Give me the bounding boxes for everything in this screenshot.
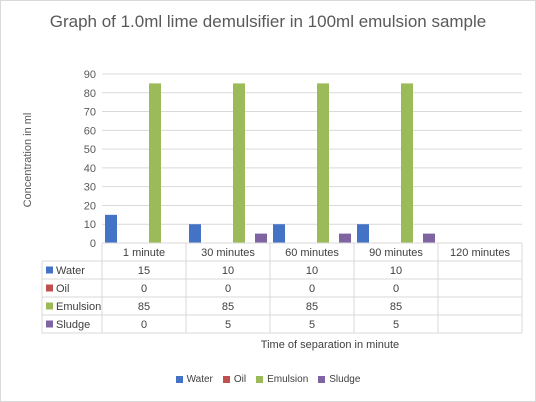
legend: Water Oil Emulsion Sludge [0, 374, 536, 385]
table-value: 5 [225, 319, 231, 331]
category-label: 30 minutes [201, 247, 255, 259]
table-value: 85 [138, 301, 150, 313]
table-value: 5 [309, 319, 315, 331]
category-label: 60 minutes [285, 247, 339, 259]
y-tick-label: 40 [84, 163, 96, 175]
legend-label: Water [186, 374, 213, 385]
chart-title: Graph of 1.0ml lime demulsifier in 100ml… [49, 12, 487, 31]
table-series-name: Sludge [56, 319, 90, 331]
bar-water-4 [357, 224, 369, 243]
table-series-name: Oil [56, 283, 69, 295]
table-series-name: Emulsion [56, 301, 101, 313]
table-value: 0 [309, 283, 315, 295]
legend-label: Emulsion [267, 374, 309, 385]
x-axis-label: Time of separation in minute [260, 339, 400, 351]
table-value: 10 [222, 265, 234, 277]
bar-emulsion-4 [401, 83, 413, 243]
bar-sludge-4 [423, 233, 435, 243]
y-tick-label: 20 [84, 200, 96, 212]
y-tick-label: 80 [84, 88, 96, 100]
legend-label: Sludge [329, 374, 361, 385]
table-value: 85 [222, 301, 234, 313]
bar-emulsion-1 [149, 83, 161, 243]
y-tick-label: 70 [84, 107, 96, 119]
bar-emulsion-3 [317, 83, 329, 243]
bar-water-3 [273, 224, 285, 243]
y-tick-label: 50 [84, 144, 96, 156]
table-value: 10 [390, 265, 402, 277]
table-value: 0 [225, 283, 231, 295]
y-tick-label: 30 [84, 182, 96, 194]
table-value: 0 [141, 319, 147, 331]
y-tick-label: 90 [84, 69, 96, 81]
category-label: 1 minute [123, 247, 165, 259]
bar-emulsion-2 [233, 83, 245, 243]
table-value: 15 [138, 265, 150, 277]
table-series-swatch [46, 302, 53, 310]
legend-label: Oil [233, 374, 247, 385]
table-value: 0 [141, 283, 147, 295]
table-series-swatch [46, 266, 53, 274]
y-tick-label: 10 [84, 219, 96, 231]
bar-sludge-3 [339, 233, 351, 243]
legend-swatch [318, 376, 326, 383]
legend-item: Water [175, 374, 213, 385]
table-series-swatch [46, 320, 53, 328]
y-tick-label: 0 [90, 238, 96, 250]
table-series-swatch [46, 284, 53, 292]
legend-item: Oil [222, 374, 247, 385]
bar-water-2 [189, 224, 201, 243]
legend-swatch [222, 376, 230, 383]
legend-item: Emulsion [256, 374, 308, 385]
bar-sludge-2 [255, 233, 267, 243]
category-label: 120 minutes [450, 247, 510, 259]
legend-item: Sludge [318, 374, 360, 385]
table-value: 10 [306, 265, 318, 277]
y-tick-label: 60 [84, 125, 96, 137]
table-value: 0 [393, 283, 399, 295]
legend-swatch [256, 376, 264, 383]
table-series-name: Water [56, 265, 85, 277]
table-value: 85 [390, 301, 402, 313]
category-label: 90 minutes [369, 247, 423, 259]
table-value: 5 [393, 319, 399, 331]
table-value: 85 [306, 301, 318, 313]
bar-water-1 [105, 214, 117, 243]
legend-swatch [175, 376, 183, 383]
